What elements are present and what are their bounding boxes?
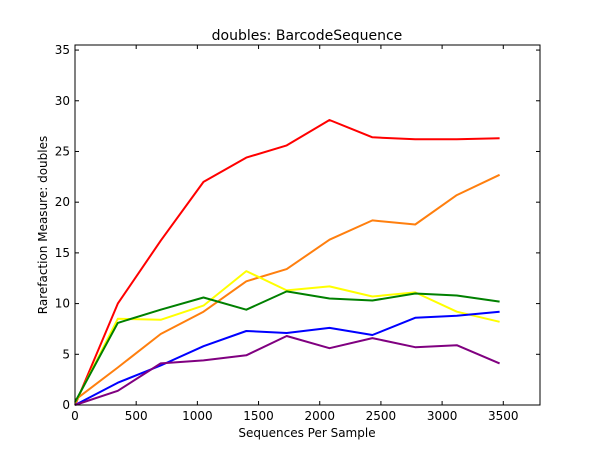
- y-tick-label: 10: [55, 297, 70, 311]
- y-tick-label: 5: [62, 347, 70, 361]
- x-tick-label: 500: [125, 409, 148, 423]
- x-tick-label: 0: [71, 409, 79, 423]
- x-tick-label: 3500: [488, 409, 519, 423]
- y-tick-label: 20: [55, 195, 70, 209]
- y-tick-label: 15: [55, 246, 70, 260]
- series-line-4: [74, 290, 500, 403]
- y-tick-label: 35: [55, 43, 70, 57]
- y-axis-title: Rarefaction Measure: doubles: [36, 136, 50, 314]
- x-tick-label: 3000: [427, 409, 458, 423]
- series-line-6: [74, 335, 500, 406]
- plot-frame: [74, 44, 541, 406]
- y-tick-label: 0: [62, 398, 70, 412]
- x-tick-label: 1500: [243, 409, 274, 423]
- plot-lines: [74, 119, 501, 406]
- y-tick-label: 25: [55, 144, 70, 158]
- series-line-5: [74, 310, 500, 406]
- y-tick-label: 30: [55, 94, 70, 108]
- y-axis-ticks: 0 5 10 15 20 25 30 35: [55, 43, 540, 412]
- chart-title: doubles: BarcodeSequence: [212, 28, 403, 44]
- x-axis-ticks: 0 500 1000 1500 2000 2500 3000 3500: [71, 45, 519, 423]
- x-tick-label: 2000: [304, 409, 335, 423]
- x-axis-title: Sequences Per Sample: [238, 426, 375, 440]
- series-line-1: [74, 119, 500, 406]
- series-line-2: [74, 173, 501, 401]
- x-tick-label: 2500: [366, 409, 397, 423]
- x-tick-label: 1000: [182, 409, 213, 423]
